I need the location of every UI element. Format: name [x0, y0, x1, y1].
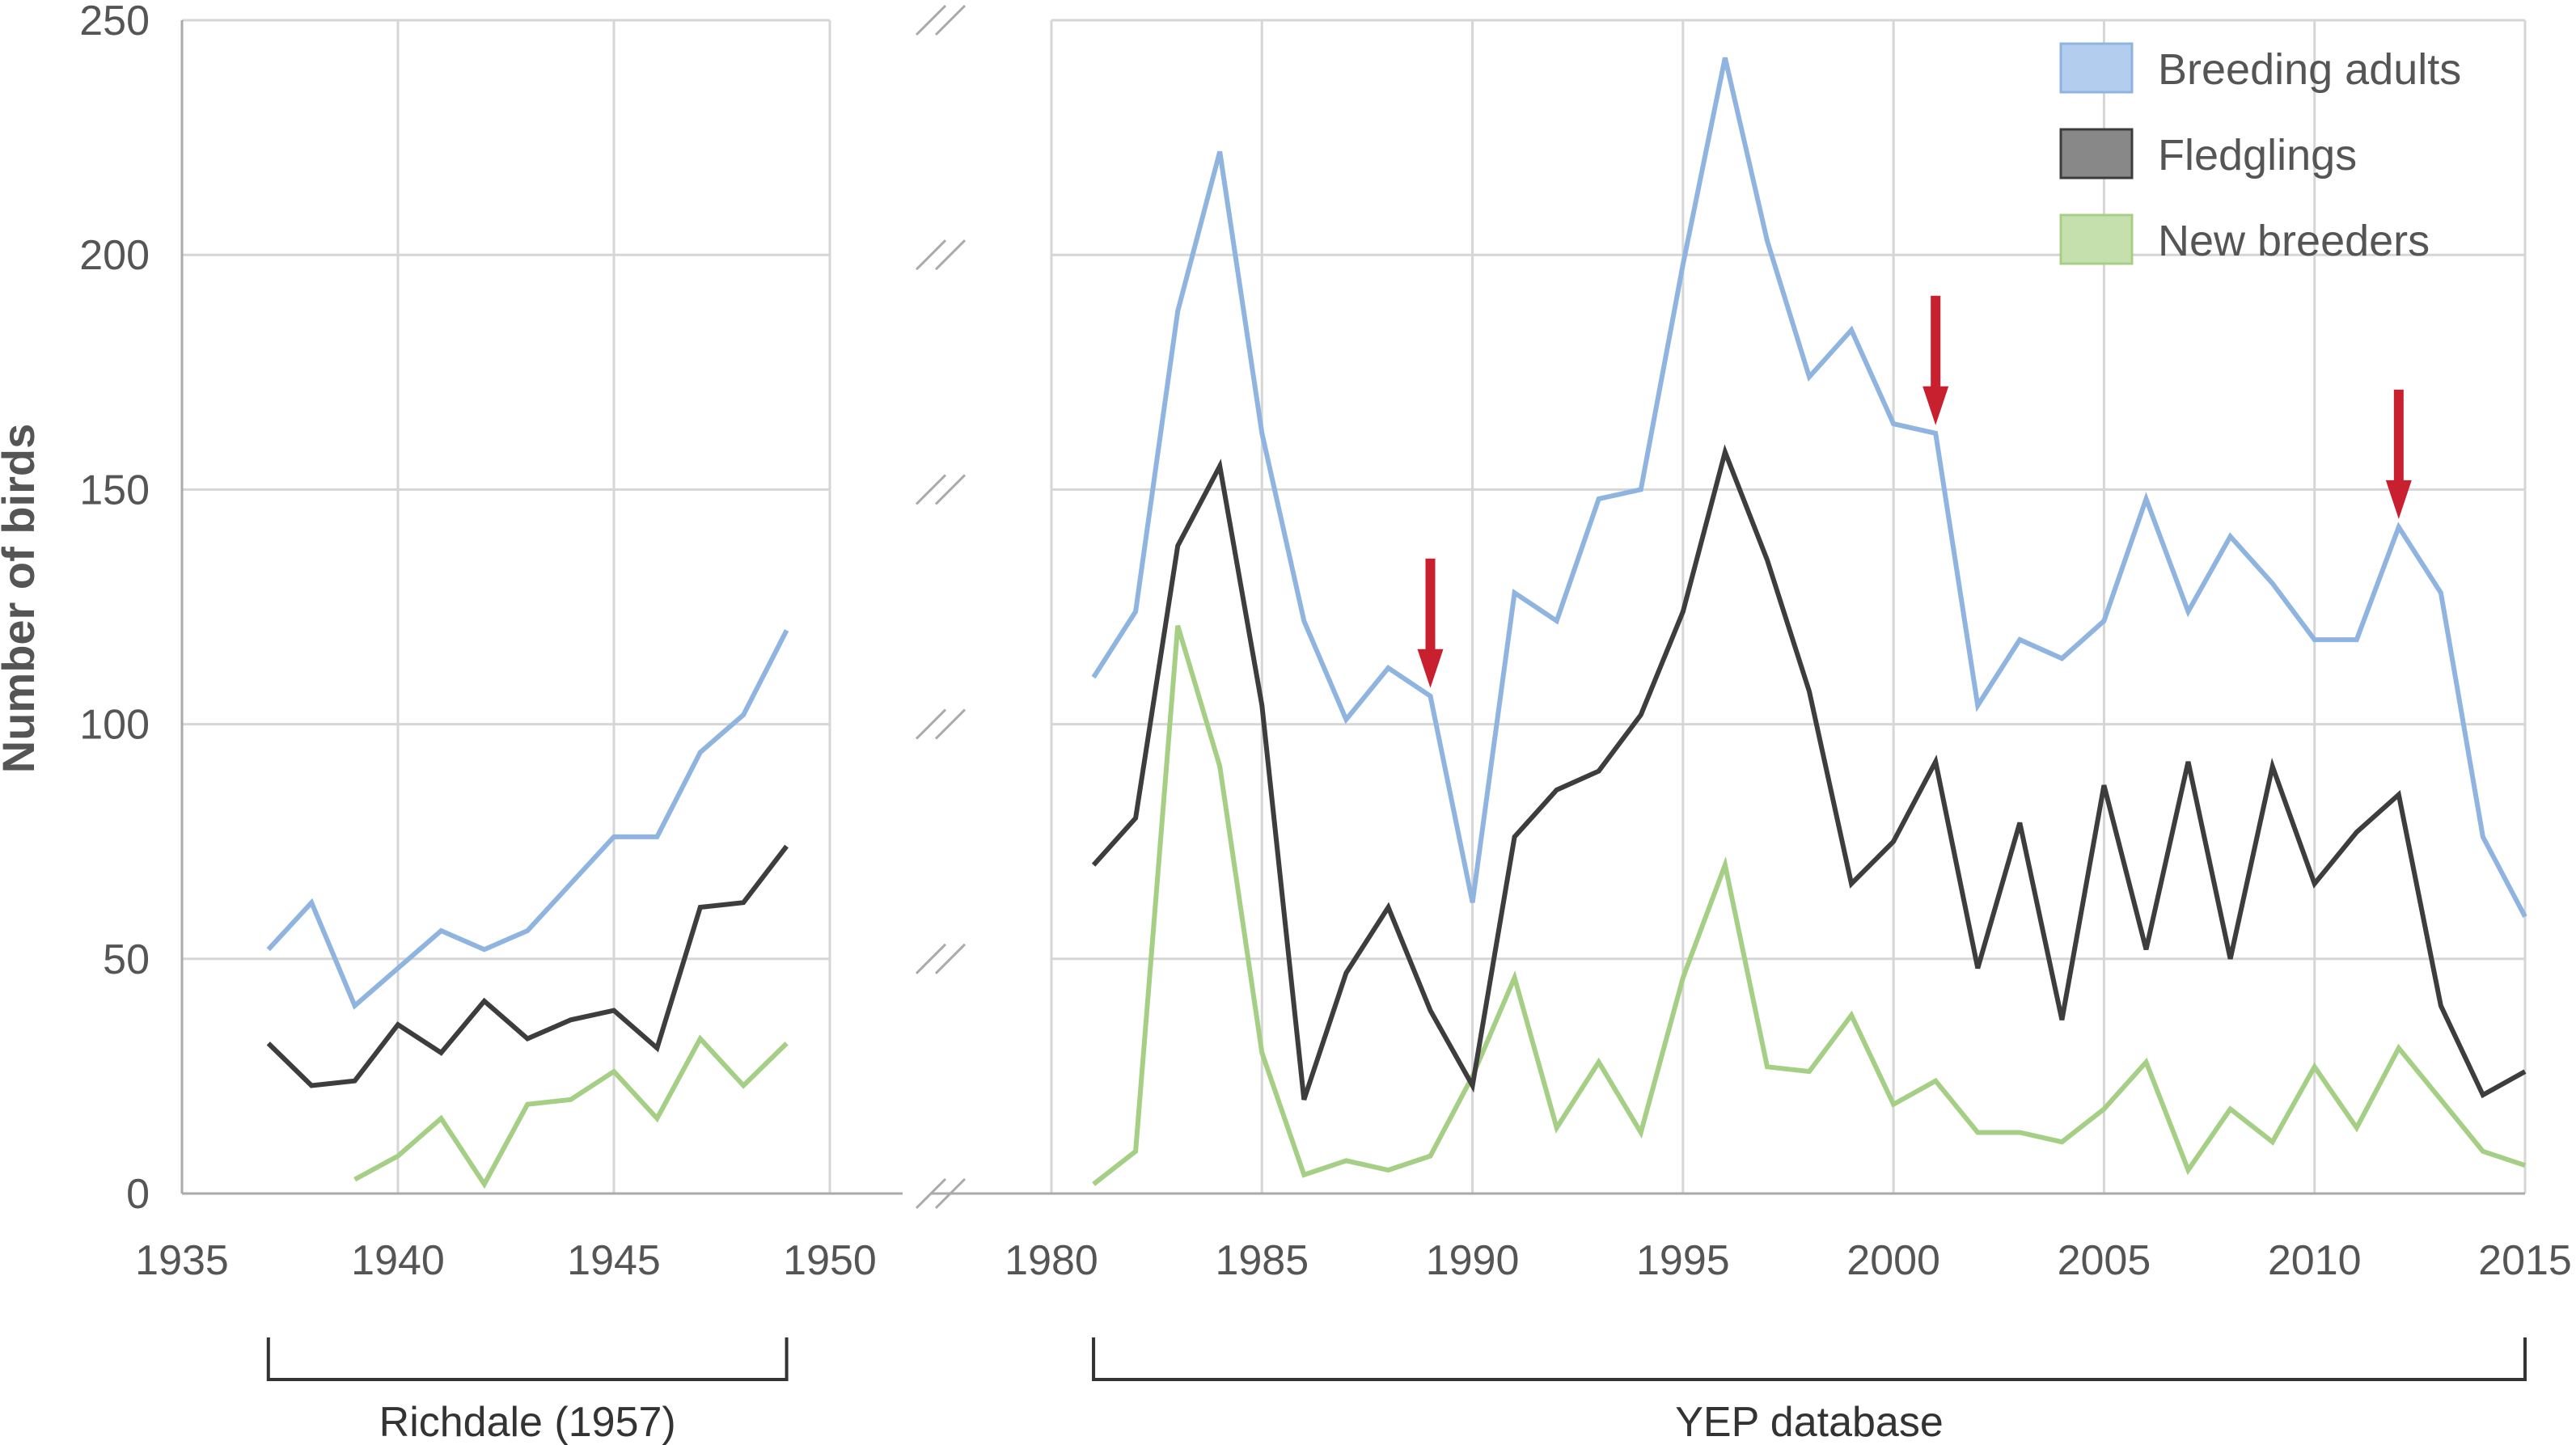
- red-arrow-icon: [2385, 389, 2412, 519]
- axis-break-mark: [915, 708, 947, 740]
- x-tick-label: 2005: [2058, 1237, 2151, 1284]
- x-tick-label: 1935: [135, 1237, 229, 1284]
- y-tick-label: 250: [79, 0, 150, 44]
- red-arrow-icon: [1417, 558, 1444, 688]
- series-line-breeding-adults-2: [1091, 57, 2527, 919]
- bracket-label-yep-database: YEP database: [1675, 1399, 1944, 1445]
- axis-break: [915, 4, 967, 1210]
- x-tick-label: 1985: [1215, 1237, 1309, 1284]
- x-tick-label: 1940: [351, 1237, 445, 1284]
- x-tick-label: 2015: [2478, 1237, 2572, 1284]
- grid-layer: [180, 19, 2527, 1195]
- x-tick-label: 2010: [2268, 1237, 2362, 1284]
- x-tick-label: 1950: [783, 1237, 877, 1284]
- source-bracket: [266, 1337, 789, 1381]
- red-arrow-icon: [1922, 295, 1949, 425]
- x-tick-label: 1995: [1636, 1237, 1730, 1284]
- x-tick-label: 1980: [1005, 1237, 1098, 1284]
- series-line-new-breeders-1: [353, 1034, 789, 1189]
- axis-break-mark: [915, 4, 947, 36]
- axis-break-mark: [934, 1177, 967, 1210]
- series-line-new-breeders-2: [1092, 624, 2526, 1186]
- legend-swatch-new-breeders: [2059, 213, 2134, 265]
- series-layer: [266, 57, 2527, 1189]
- legend-swatch-fledglings: [2059, 128, 2134, 180]
- y-tick-label: 0: [126, 1171, 150, 1218]
- x-tick-label: 1945: [567, 1237, 661, 1284]
- source-brackets: [266, 1337, 2527, 1381]
- x-tick-label: 1990: [1426, 1237, 1520, 1284]
- y-tick-label: 200: [79, 232, 150, 279]
- axis-break-mark: [934, 4, 967, 36]
- y-axis-title: Number of birds: [0, 424, 44, 773]
- x-tick-label: 2000: [1846, 1237, 1940, 1284]
- legend-label-breeding-adults: Breeding adults: [2158, 45, 2461, 94]
- axis-break-mark: [934, 708, 967, 740]
- axis-break-mark: [934, 474, 967, 505]
- axis-break-mark: [915, 474, 947, 505]
- axis-break-mark: [934, 239, 967, 271]
- series-line-breeding-adults-1: [266, 629, 789, 1010]
- y-tick-label: 100: [79, 702, 150, 749]
- tick-label-layer: 0 50 100 150 200 250 1935 1940 1945 1950 1980 1985 1…: [79, 0, 2572, 1284]
- legend-label-new-breeders: New breeders: [2158, 217, 2430, 265]
- series-line-fledglings-1: [266, 844, 789, 1088]
- bracket-label-richdale: Richdale (1957): [379, 1399, 676, 1445]
- y-tick-label: 50: [103, 936, 150, 983]
- legend-label-fledglings: Fledglings: [2158, 131, 2357, 180]
- axis-break-mark: [915, 1177, 947, 1210]
- legend-swatch-breeding-adults: [2059, 42, 2134, 94]
- axis-break-mark: [915, 239, 947, 271]
- axis-break-mark: [934, 943, 967, 974]
- axis-break-mark: [915, 943, 947, 974]
- series-line-fledglings-2: [1091, 444, 2527, 1101]
- y-tick-label: 150: [79, 467, 150, 513]
- legend: Breeding adults Fledglings New breeders: [2059, 42, 2461, 265]
- source-bracket: [1092, 1337, 2527, 1381]
- annotation-layer: [1417, 295, 2412, 688]
